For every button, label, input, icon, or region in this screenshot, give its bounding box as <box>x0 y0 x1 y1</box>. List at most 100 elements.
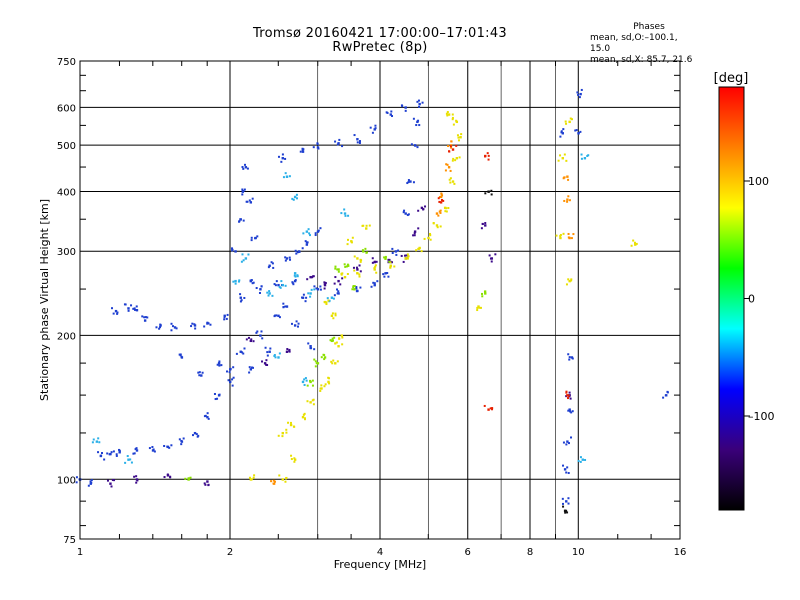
data-point <box>483 404 486 407</box>
data-point <box>296 274 299 277</box>
data-point <box>476 306 479 309</box>
data-point <box>413 230 417 233</box>
data-point <box>587 154 590 157</box>
data-point <box>449 181 452 184</box>
data-point <box>567 278 570 281</box>
data-point <box>334 312 337 315</box>
data-point <box>384 257 387 260</box>
data-point <box>285 431 288 434</box>
data-point <box>250 338 253 341</box>
data-point <box>277 356 280 359</box>
data-point <box>343 263 346 266</box>
data-point <box>429 234 432 237</box>
data-point <box>303 378 306 381</box>
data-point <box>329 339 332 342</box>
data-point <box>571 357 574 360</box>
data-point <box>288 175 291 178</box>
data-point <box>358 273 361 276</box>
data-point <box>248 199 251 202</box>
data-point <box>277 434 280 437</box>
y-tick-label: 300 <box>57 247 76 258</box>
data-point <box>301 380 305 384</box>
data-point <box>314 360 317 363</box>
phase-stats-x: mean, sd,X: 85.7, 21.6 <box>590 55 693 65</box>
data-point <box>237 280 240 283</box>
data-point <box>309 345 312 348</box>
colorbar-tick-label: 0 <box>748 293 755 306</box>
data-point <box>115 454 118 457</box>
data-point <box>313 288 316 291</box>
data-point <box>567 195 570 198</box>
data-point <box>206 412 209 415</box>
data-point <box>634 243 637 246</box>
data-point <box>282 176 285 179</box>
data-point <box>390 110 393 113</box>
data-point <box>310 347 313 350</box>
data-point <box>178 438 181 441</box>
data-point <box>480 227 483 230</box>
data-point <box>383 275 386 278</box>
data-point <box>358 140 361 143</box>
data-point <box>89 480 92 483</box>
data-point <box>368 224 371 227</box>
data-point <box>288 348 291 351</box>
data-point <box>239 300 242 303</box>
data-point <box>334 342 337 345</box>
data-point <box>388 260 391 263</box>
data-point <box>334 362 337 365</box>
data-point <box>416 100 419 103</box>
data-point <box>477 305 480 308</box>
data-point <box>243 296 246 299</box>
data-point <box>277 155 280 158</box>
data-point <box>288 349 291 352</box>
data-point <box>421 101 424 104</box>
data-point <box>272 482 275 485</box>
data-point <box>331 362 334 365</box>
data-point <box>423 237 426 240</box>
data-point <box>330 339 334 343</box>
data-point <box>443 206 447 210</box>
data-point <box>490 193 493 196</box>
data-point <box>479 306 482 309</box>
data-point <box>570 411 573 414</box>
data-point <box>241 351 244 354</box>
data-point <box>97 437 100 440</box>
data-point <box>238 279 241 282</box>
data-point <box>352 266 355 269</box>
data-point <box>375 260 378 263</box>
data-point <box>565 122 568 125</box>
data-point <box>290 322 293 325</box>
data-point <box>351 288 354 291</box>
data-point <box>303 412 306 415</box>
data-point <box>563 509 567 512</box>
data-point <box>439 201 443 204</box>
data-point <box>346 264 350 267</box>
data-point <box>106 479 109 482</box>
data-point <box>200 374 203 377</box>
data-point <box>437 214 440 217</box>
data-point <box>418 124 421 127</box>
data-point <box>417 119 420 122</box>
data-point <box>90 481 93 484</box>
data-point <box>305 379 308 382</box>
data-point <box>293 272 297 275</box>
data-point <box>218 393 221 396</box>
data-point <box>152 448 155 451</box>
data-point <box>450 140 453 143</box>
data-point <box>393 265 396 268</box>
data-point <box>240 260 243 263</box>
data-point <box>457 139 460 142</box>
data-point <box>284 157 287 160</box>
data-point <box>344 265 347 268</box>
data-point <box>373 283 376 287</box>
data-point <box>372 281 375 284</box>
data-point <box>284 480 287 483</box>
data-point <box>331 337 334 340</box>
data-point <box>112 312 115 315</box>
data-point <box>239 350 242 353</box>
data-point <box>484 222 487 225</box>
data-point <box>323 358 326 361</box>
data-point <box>567 232 570 235</box>
data-point <box>346 238 349 241</box>
data-point <box>570 279 573 282</box>
